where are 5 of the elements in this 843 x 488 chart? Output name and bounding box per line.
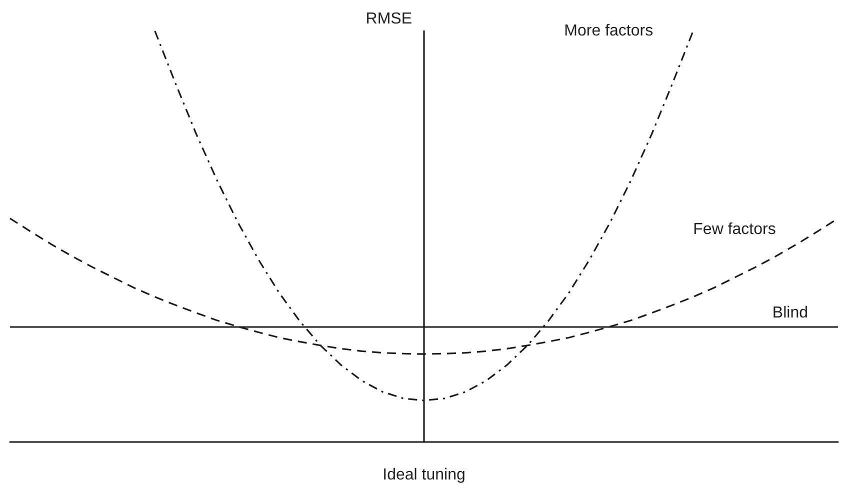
series-label: Few factors — [693, 221, 776, 238]
ref-line-label: Blind — [772, 304, 808, 322]
y-axis-title: RMSE — [366, 10, 412, 28]
x-axis-title: Ideal tuning — [382, 466, 466, 484]
text: More factors — [564, 22, 654, 40]
